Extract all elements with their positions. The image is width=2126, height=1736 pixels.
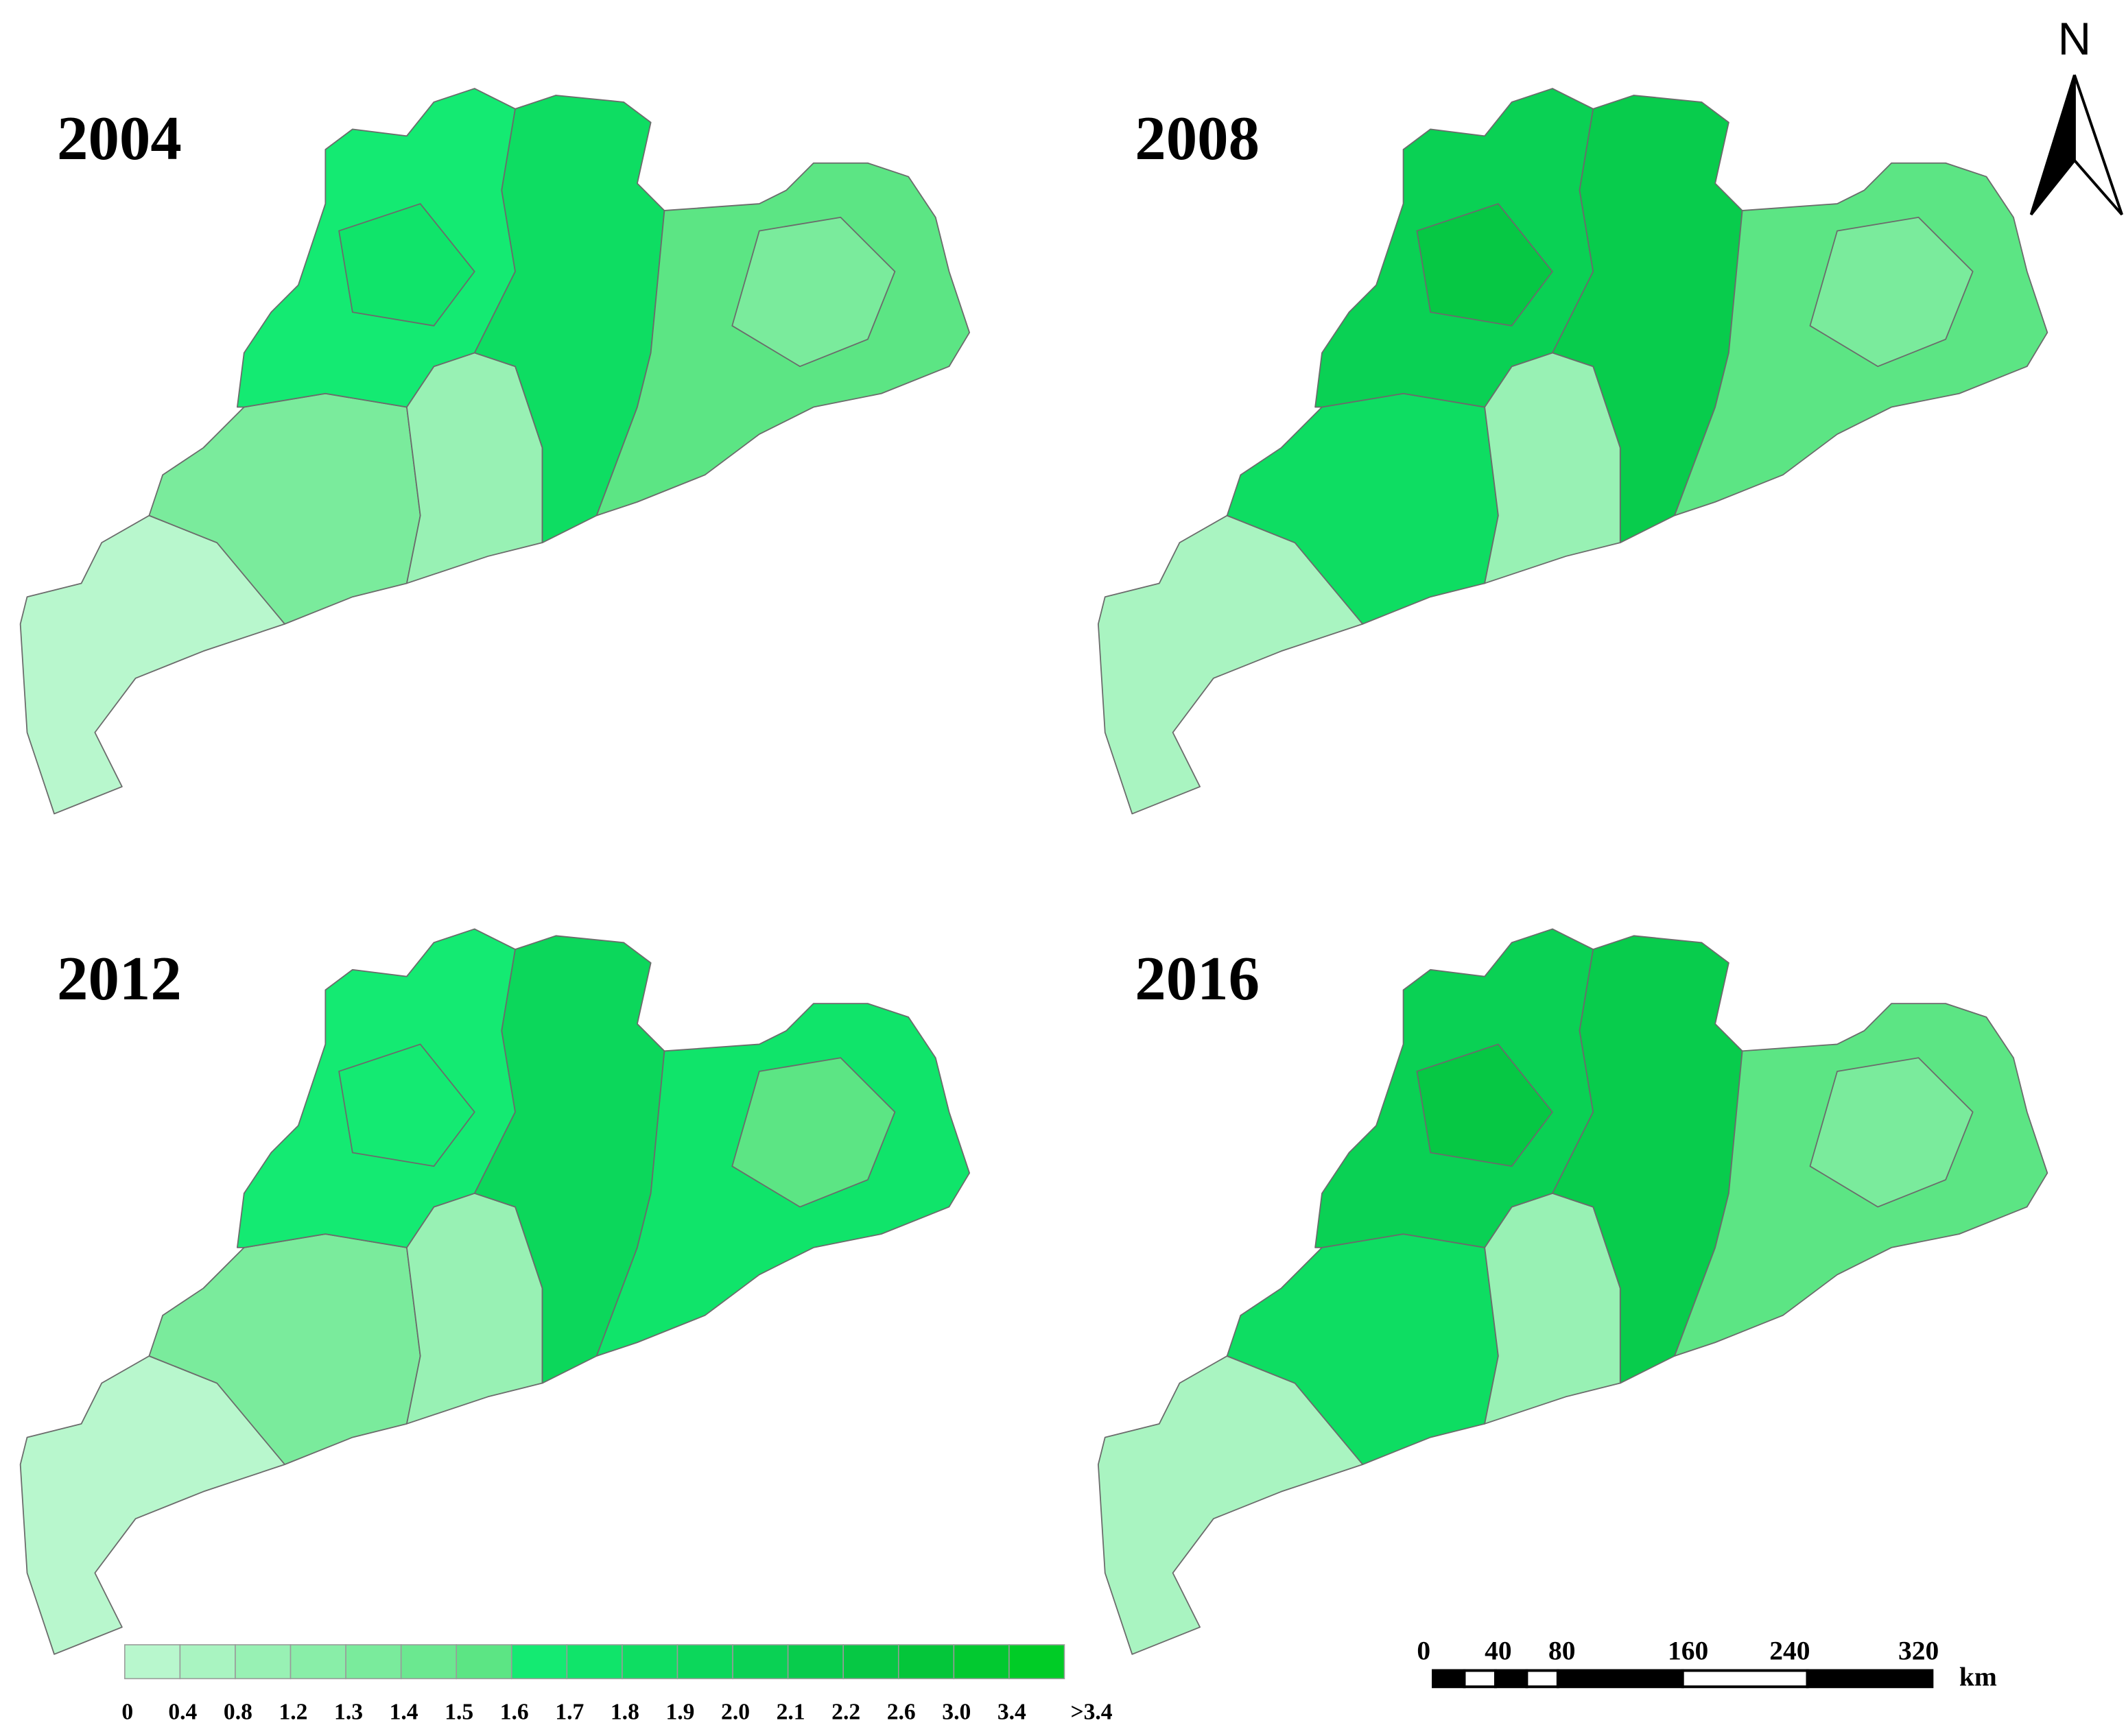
legend-label: 3.0 [942,1700,971,1725]
scale-segment [1493,1669,1528,1689]
legend-swatch [511,1644,568,1680]
scale-segment [1681,1669,1809,1689]
panel-title: 2012 [57,944,182,1013]
legend-swatch [179,1644,236,1680]
region [1809,216,1974,368]
legend-swatch [345,1644,402,1680]
arrow-right [2072,74,2123,216]
region [731,216,896,368]
legend: 0 0.4 0.8 1.2 1.3 1.4 1.5 1.6 1.7 1.8 1.9 2.0 2.1 2.2… [121,1644,1113,1725]
north-arrow: N [2029,14,2123,216]
region [1809,1057,1974,1208]
legend-label: 1.8 [611,1700,639,1725]
legend-label: 0.4 [168,1700,197,1725]
legend-swatch [400,1644,458,1680]
region [731,1057,896,1208]
legend-swatch [732,1644,789,1680]
scale-segment [1432,1669,1466,1689]
legend-swatch [456,1644,512,1680]
arrow-left [2029,74,2076,216]
legend-label: 2.6 [887,1700,916,1725]
legend-label: 1.9 [665,1700,694,1725]
legend-swatch [1008,1644,1065,1680]
legend-label: 1.2 [279,1700,307,1725]
legend-swatch [124,1644,181,1680]
scale-unit: km [1959,1661,1997,1691]
legend-label: 0.8 [224,1700,252,1725]
legend-label: 2.0 [721,1700,750,1725]
legend-label: >3.4 [1070,1700,1112,1725]
legend-swatch [235,1644,292,1680]
scale-label: 320 [1898,1636,1939,1666]
legend-label: 3.4 [997,1700,1026,1725]
legend-swatch [842,1644,899,1680]
map-panel: 2016 [1097,928,2048,1655]
region [1416,1043,1553,1167]
scale-segment [1463,1669,1497,1689]
scale-label: 160 [1668,1636,1708,1666]
scale-label: 40 [1485,1636,1512,1666]
scale-label: 240 [1769,1636,1810,1666]
region [338,1043,475,1167]
panel-title: 2008 [1135,104,1260,173]
panel-title: 2016 [1135,944,1260,1013]
map-panel: 2012 [19,928,971,1655]
scale-segment [1556,1669,1684,1689]
scale-label: 80 [1548,1636,1576,1666]
legend-swatch [897,1644,955,1680]
legend-swatch [566,1644,623,1680]
north-label: N [2058,14,2092,65]
legend-label: 1.3 [334,1700,363,1725]
legend-swatch [953,1644,1010,1680]
legend-label: 1.6 [500,1700,529,1725]
map-panel: 2008 [1097,88,2048,815]
legend-swatch [787,1644,844,1680]
scale-label: 0 [1417,1636,1430,1666]
legend-swatch [290,1644,346,1680]
scale-segment [1806,1669,1934,1689]
legend-label: 2.2 [831,1700,860,1725]
legend-label: 1.4 [390,1700,418,1725]
legend-label: 0 [121,1700,133,1725]
legend-swatch [622,1644,678,1680]
region [338,203,475,326]
legend-label: 2.1 [777,1700,805,1725]
legend-swatch [676,1644,733,1680]
map-panel: 2004 [19,88,971,815]
scale-segment [1525,1669,1559,1689]
legend-label: 1.5 [445,1700,473,1725]
panel-title: 2004 [57,104,182,173]
map-panels: 2004 2008 2012 2016 [19,88,2048,1655]
region [1416,203,1553,326]
scale-bar: 0 40 80 160 240 320 km [1417,1636,1997,1692]
legend-label: 1.7 [555,1700,584,1725]
